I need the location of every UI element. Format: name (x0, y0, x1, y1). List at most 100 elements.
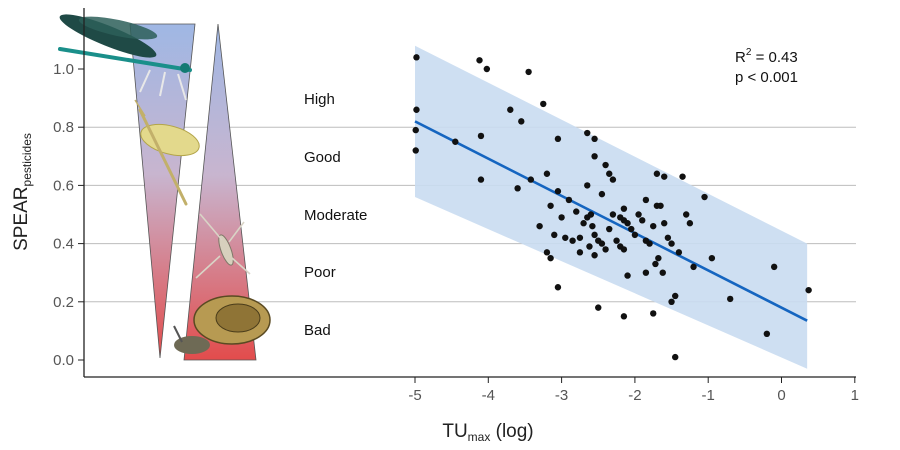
data-point (507, 106, 514, 113)
data-point (412, 126, 419, 134)
mayfly-image (134, 99, 200, 206)
data-point (653, 170, 661, 177)
y-tick-label: 0.6 (53, 177, 74, 194)
data-point (584, 129, 591, 137)
data-point (591, 153, 598, 160)
data-point (518, 118, 525, 125)
data-point (587, 211, 595, 218)
data-point (562, 234, 569, 241)
data-point (679, 173, 686, 180)
data-point (554, 188, 562, 195)
data-point (554, 284, 562, 291)
x-tick-label: -5 (408, 387, 421, 404)
data-point (620, 217, 628, 224)
data-point (558, 214, 565, 221)
p-value-label: p < 0.001 (735, 69, 798, 86)
data-point (664, 234, 672, 241)
data-point (655, 254, 662, 262)
data-point (477, 176, 485, 183)
data-point (628, 225, 635, 233)
data-point (591, 231, 598, 239)
x-tick-label: -4 (482, 387, 495, 404)
data-point (527, 176, 535, 183)
data-point (573, 208, 580, 215)
data-point (514, 185, 521, 192)
sensitivity-triangles (129, 23, 257, 361)
data-point (413, 54, 420, 61)
data-point (598, 190, 606, 198)
data-point (701, 193, 708, 201)
data-point (650, 310, 657, 317)
data-point (770, 263, 778, 271)
class-label-bad: Bad (304, 322, 331, 339)
data-point (668, 240, 675, 247)
right-triangle (183, 23, 257, 361)
data-point (763, 330, 771, 338)
data-point (646, 240, 653, 247)
data-point (589, 222, 596, 230)
data-point (477, 132, 485, 140)
data-point (606, 170, 613, 177)
snail-image (173, 295, 271, 354)
data-points (412, 54, 812, 361)
x-tick-label: 0 (777, 387, 785, 404)
y-tick-label: 0.2 (53, 294, 74, 311)
x-axis-ticks: -5 -4 -3 -2 -1 0 1 (408, 377, 859, 404)
quality-class-labels: High Good Moderate Poor Bad (304, 91, 367, 339)
x-axis-title: TUmax (log) (442, 421, 533, 444)
data-point (642, 196, 650, 204)
r-squared-label: R2 = 0.43 (735, 47, 798, 66)
data-point (708, 254, 716, 262)
data-point (452, 138, 459, 145)
class-label-good: Good (304, 149, 341, 166)
data-point (598, 240, 606, 247)
data-point (620, 205, 628, 212)
data-point (672, 292, 679, 300)
data-point (591, 252, 598, 259)
data-point (726, 295, 734, 303)
class-label-high: High (304, 91, 335, 108)
data-point (536, 222, 543, 230)
data-point (543, 249, 551, 256)
x-tick-label: -1 (702, 387, 715, 404)
data-point (591, 135, 598, 143)
y-axis-title: SPEARpesticides (11, 133, 34, 251)
data-point (602, 161, 609, 169)
data-point (606, 225, 613, 233)
data-point (683, 211, 690, 218)
confidence-band (415, 45, 808, 369)
data-point (661, 173, 668, 180)
data-point (650, 222, 657, 230)
data-point (565, 196, 573, 204)
class-label-moderate: Moderate (304, 207, 367, 224)
data-point (476, 57, 483, 64)
data-point (675, 249, 683, 256)
class-label-poor: Poor (304, 264, 336, 281)
data-point (609, 176, 617, 183)
data-point (412, 147, 419, 154)
regression-line-path (414, 120, 808, 322)
regression-line (414, 120, 808, 322)
data-point (631, 231, 639, 239)
data-point (540, 100, 547, 108)
x-tick-label: -2 (628, 387, 641, 404)
data-point (620, 246, 628, 253)
x-tick-label: 1 (851, 387, 859, 404)
data-point (657, 202, 664, 209)
data-point (661, 220, 668, 227)
data-point (624, 272, 631, 279)
data-point (586, 243, 593, 250)
data-point (584, 182, 591, 189)
data-point (672, 353, 679, 361)
data-point (554, 135, 562, 143)
data-point (805, 286, 812, 294)
data-point (543, 170, 551, 177)
y-tick-label: 1.0 (53, 61, 74, 78)
x-tick-label: -3 (555, 387, 568, 404)
data-point (690, 263, 697, 271)
data-point (569, 237, 576, 244)
data-point (620, 313, 628, 320)
data-point (413, 106, 420, 113)
data-point (576, 249, 584, 256)
y-tick-label: 0.8 (53, 119, 74, 136)
